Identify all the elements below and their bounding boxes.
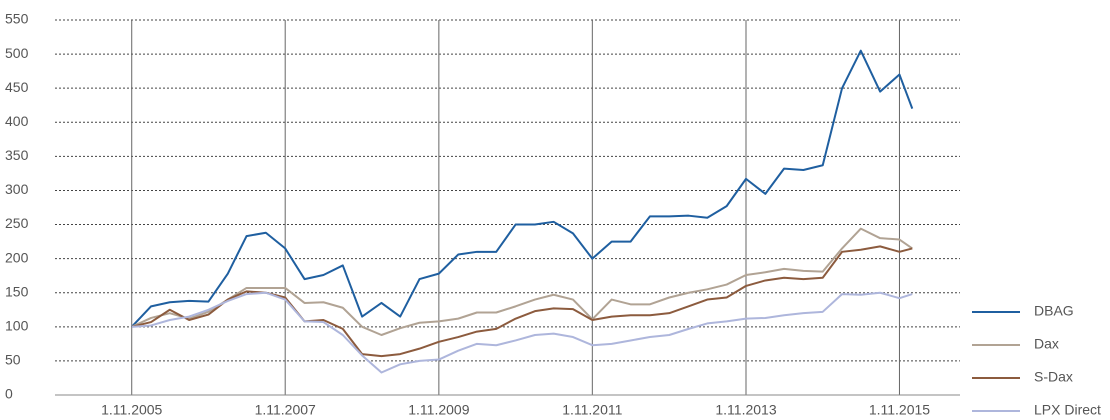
x-tick-label: 1.11.2015 <box>869 402 930 418</box>
y-tick-label: 0 <box>5 386 13 402</box>
y-tick-label: 500 <box>5 45 29 61</box>
y-tick-label: 550 <box>5 11 29 27</box>
legend-label: DBAG <box>1034 303 1074 319</box>
x-tick-label: 1.11.2007 <box>255 402 316 418</box>
legend-label: Dax <box>1034 336 1059 352</box>
x-tick-label: 1.11.2011 <box>562 402 622 418</box>
legend-label: LPX Direct <box>1034 402 1101 418</box>
y-tick-label: 250 <box>5 215 29 231</box>
x-tick-label: 1.11.2005 <box>101 402 162 418</box>
series-line <box>131 227 913 336</box>
series-line <box>131 49 914 328</box>
y-tick-label: 350 <box>5 147 29 163</box>
x-tick-label: 1.11.2013 <box>715 402 776 418</box>
y-tick-label: 400 <box>5 113 29 129</box>
y-tick-label: 200 <box>5 249 29 265</box>
y-tick-label: 50 <box>5 352 21 368</box>
y-tick-label: 150 <box>5 283 29 299</box>
y-tick-label: 450 <box>5 79 29 95</box>
y-tick-label: 300 <box>5 181 29 197</box>
legend-label: S-Dax <box>1034 369 1073 385</box>
y-tick-label: 100 <box>5 318 29 334</box>
series-line <box>131 291 913 374</box>
x-tick-label: 1.11.2009 <box>408 402 469 418</box>
